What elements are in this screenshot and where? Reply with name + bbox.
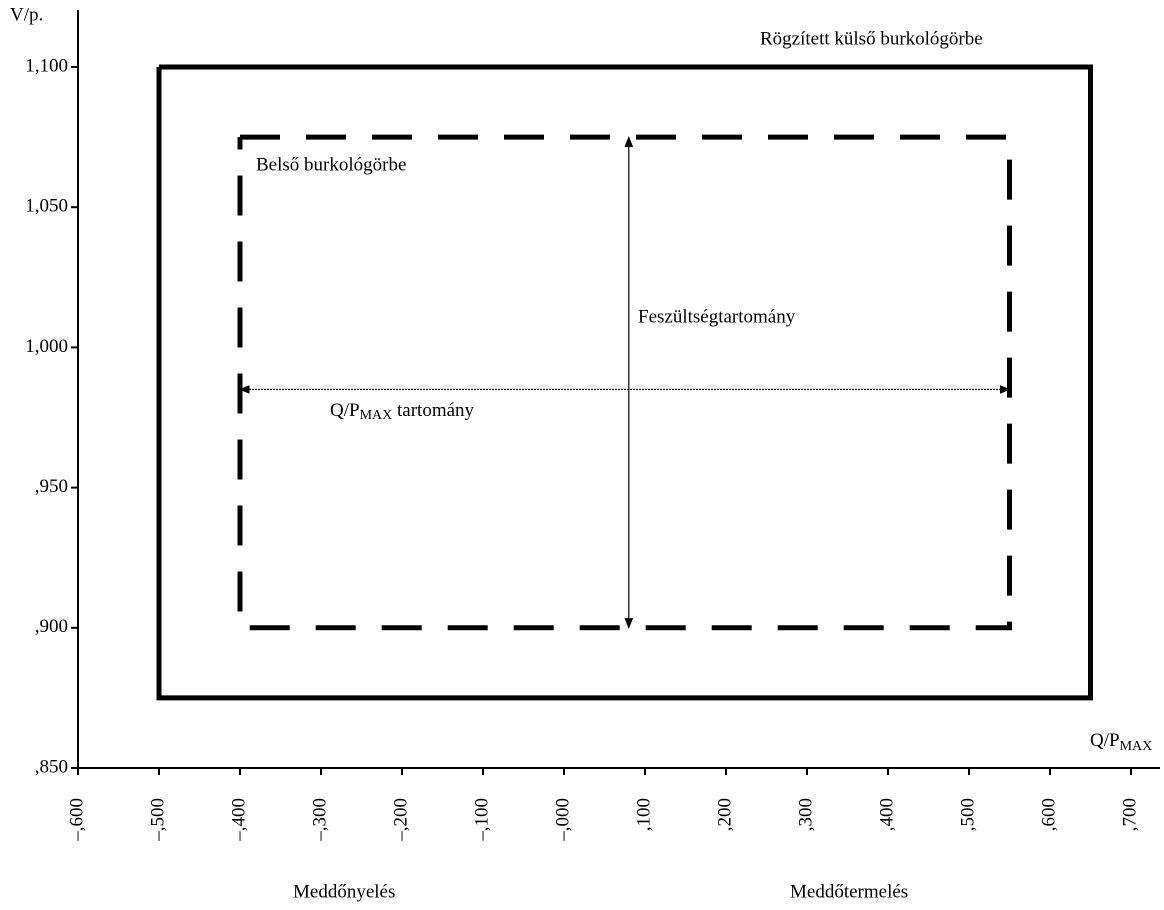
x-tick-label: –,100 xyxy=(471,798,492,842)
arrow-label-part: MAX xyxy=(360,408,393,423)
arrow-label: Q/PMAX tartomány xyxy=(330,400,475,423)
x-tick-label: ,600 xyxy=(1038,798,1059,831)
y-tick-label: ,850 xyxy=(35,756,68,777)
x-tick-label: ,700 xyxy=(1119,798,1140,831)
y-tick-label: ,950 xyxy=(35,476,68,497)
x-tick-label: –,400 xyxy=(228,798,249,842)
x-tick-label: –,500 xyxy=(147,798,168,842)
envelope xyxy=(156,64,1093,701)
arrow-label-part: tartomány xyxy=(392,400,474,421)
side-label: Meddőtermelés xyxy=(790,881,908,902)
x-tick-label: –,300 xyxy=(309,798,330,842)
x-axis-label: Q/PMAX xyxy=(1090,730,1152,754)
side-label: Meddőnyelés xyxy=(293,881,395,902)
series-label: Rögzített külső burkológörbe xyxy=(760,28,983,49)
y-tick-label: 1,100 xyxy=(25,55,68,76)
x-tick-label: ,100 xyxy=(633,798,654,831)
y-axis-label: V/p. xyxy=(10,4,43,25)
x-axis-label-main: Q/P xyxy=(1090,730,1120,751)
y-tick-label: 1,000 xyxy=(25,336,68,357)
x-tick-label: –,600 xyxy=(66,798,87,842)
x-tick-label: –,200 xyxy=(390,798,411,842)
envelope xyxy=(237,134,1012,631)
y-tick-label: ,900 xyxy=(35,616,68,637)
x-tick-label: ,400 xyxy=(876,798,897,831)
arrow-label-part: Q/P xyxy=(330,400,360,421)
x-tick-label: ,300 xyxy=(795,798,816,831)
arrow-label: Feszültségtartomány xyxy=(638,306,796,327)
x-axis-label-sub: MAX xyxy=(1120,739,1153,754)
x-tick-label: –,000 xyxy=(552,798,573,842)
x-tick-label: ,200 xyxy=(714,798,735,831)
y-tick-label: 1,050 xyxy=(25,196,68,217)
x-tick-label: ,500 xyxy=(957,798,978,831)
series-label: Belső burkológörbe xyxy=(256,154,406,175)
